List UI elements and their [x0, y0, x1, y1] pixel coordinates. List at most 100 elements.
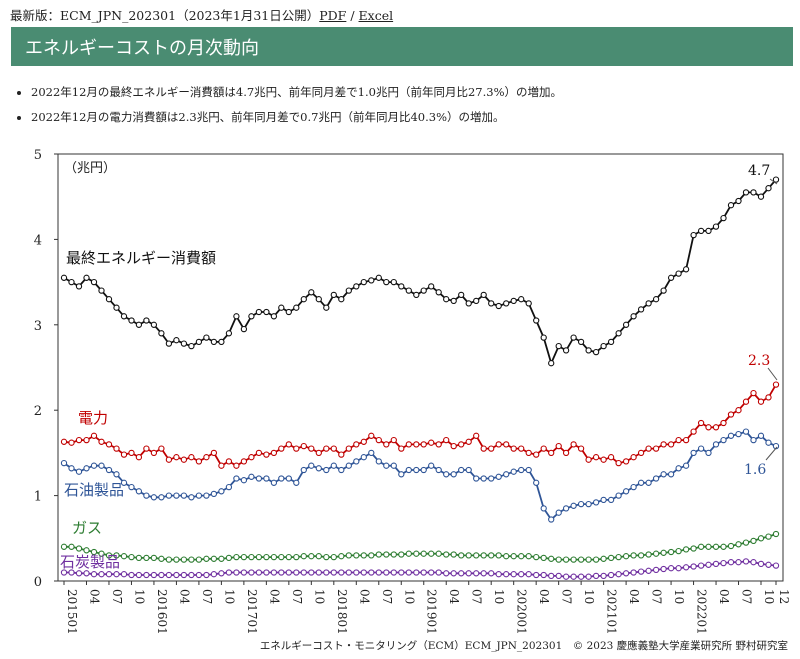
data-point: [315, 465, 322, 472]
data-point: [615, 553, 622, 561]
data-point: [428, 462, 435, 469]
data-point: [420, 287, 427, 294]
data-point: [300, 466, 307, 474]
data-point: [300, 553, 307, 560]
data-point: [503, 571, 510, 578]
data-point: [105, 552, 113, 559]
data-point: [577, 556, 585, 563]
data-point: [720, 436, 727, 444]
data-point: [533, 571, 540, 579]
data-point: [607, 454, 615, 461]
data-point: [667, 548, 675, 556]
data-point: [570, 334, 577, 341]
data-point: [450, 442, 457, 450]
data-point: [660, 287, 667, 294]
data-point: [645, 300, 652, 307]
data-point: [473, 432, 480, 439]
data-point: [413, 441, 420, 448]
data-point: [675, 270, 682, 277]
x-tick-label: 12: [777, 589, 791, 604]
data-point: [607, 571, 615, 579]
data-point: [338, 569, 345, 576]
data-point: [75, 570, 83, 577]
data-point: [90, 462, 98, 469]
pdf-link[interactable]: PDF: [319, 8, 347, 23]
data-point: [533, 553, 540, 561]
data-point: [83, 436, 90, 444]
data-point: [742, 558, 750, 565]
data-point: [615, 492, 622, 499]
data-point: [697, 445, 705, 452]
data-point: [368, 432, 375, 439]
series-layer: [60, 176, 780, 580]
data-point: [105, 296, 113, 303]
data-point: [293, 445, 300, 452]
data-point: [383, 462, 390, 469]
excel-link[interactable]: Excel: [358, 8, 394, 23]
data-point: [375, 569, 382, 576]
data-point: [727, 202, 735, 209]
data-point: [120, 451, 128, 458]
data-point: [720, 214, 727, 222]
x-tick-label: 10: [222, 589, 236, 604]
data-point: [615, 459, 622, 467]
data-point: [263, 553, 270, 561]
data-point: [720, 543, 727, 550]
data-point: [90, 432, 98, 439]
data-point: [488, 475, 495, 482]
data-point: [690, 563, 697, 570]
data-point: [180, 571, 188, 579]
data-point: [735, 541, 742, 548]
data-point: [742, 428, 750, 435]
data-point: [667, 274, 675, 281]
data-point: [248, 454, 255, 461]
data-point: [562, 505, 570, 512]
data-point: [622, 321, 630, 328]
data-point: [495, 552, 502, 559]
data-point: [150, 321, 158, 328]
data-point: [360, 438, 367, 445]
data-point: [570, 556, 577, 563]
data-point: [705, 561, 712, 568]
data-point: [263, 475, 270, 482]
data-point: [577, 445, 585, 452]
data-point: [135, 321, 143, 328]
data-point: [600, 342, 607, 350]
x-tick-label: 07: [110, 589, 124, 604]
plot-area: [57, 153, 784, 582]
data-point: [293, 304, 300, 311]
data-point: [405, 466, 412, 474]
data-point: [495, 473, 502, 480]
data-point: [120, 313, 128, 320]
data-point: [652, 445, 660, 452]
data-point: [218, 462, 225, 469]
data-point: [143, 554, 150, 562]
data-point: [270, 313, 278, 320]
data-point: [135, 488, 143, 495]
data-point: [413, 569, 420, 576]
data-point: [473, 570, 480, 577]
data-point: [368, 277, 375, 284]
data-point: [518, 445, 525, 452]
data-point: [570, 573, 577, 580]
data-point: [562, 573, 570, 580]
data-point: [188, 571, 195, 579]
data-point: [622, 553, 630, 560]
data-point: [712, 223, 720, 230]
data-point: [533, 451, 540, 458]
data-point: [143, 445, 150, 452]
version-line: 最新版：ECM_JPN_202301（2023年1月31日公開）PDF / Ex…: [10, 5, 393, 24]
data-point: [143, 571, 150, 579]
data-point: [503, 471, 510, 478]
y-tick-label: 0: [34, 575, 42, 590]
data-point: [435, 466, 442, 474]
data-point: [120, 479, 128, 486]
data-point: [98, 571, 105, 578]
data-point: [473, 552, 480, 559]
data-point: [652, 566, 660, 574]
y-tick-label: 3: [34, 319, 42, 334]
data-point: [420, 441, 427, 448]
data-point: [465, 300, 472, 307]
data-point: [383, 569, 390, 576]
data-point: [368, 569, 375, 576]
